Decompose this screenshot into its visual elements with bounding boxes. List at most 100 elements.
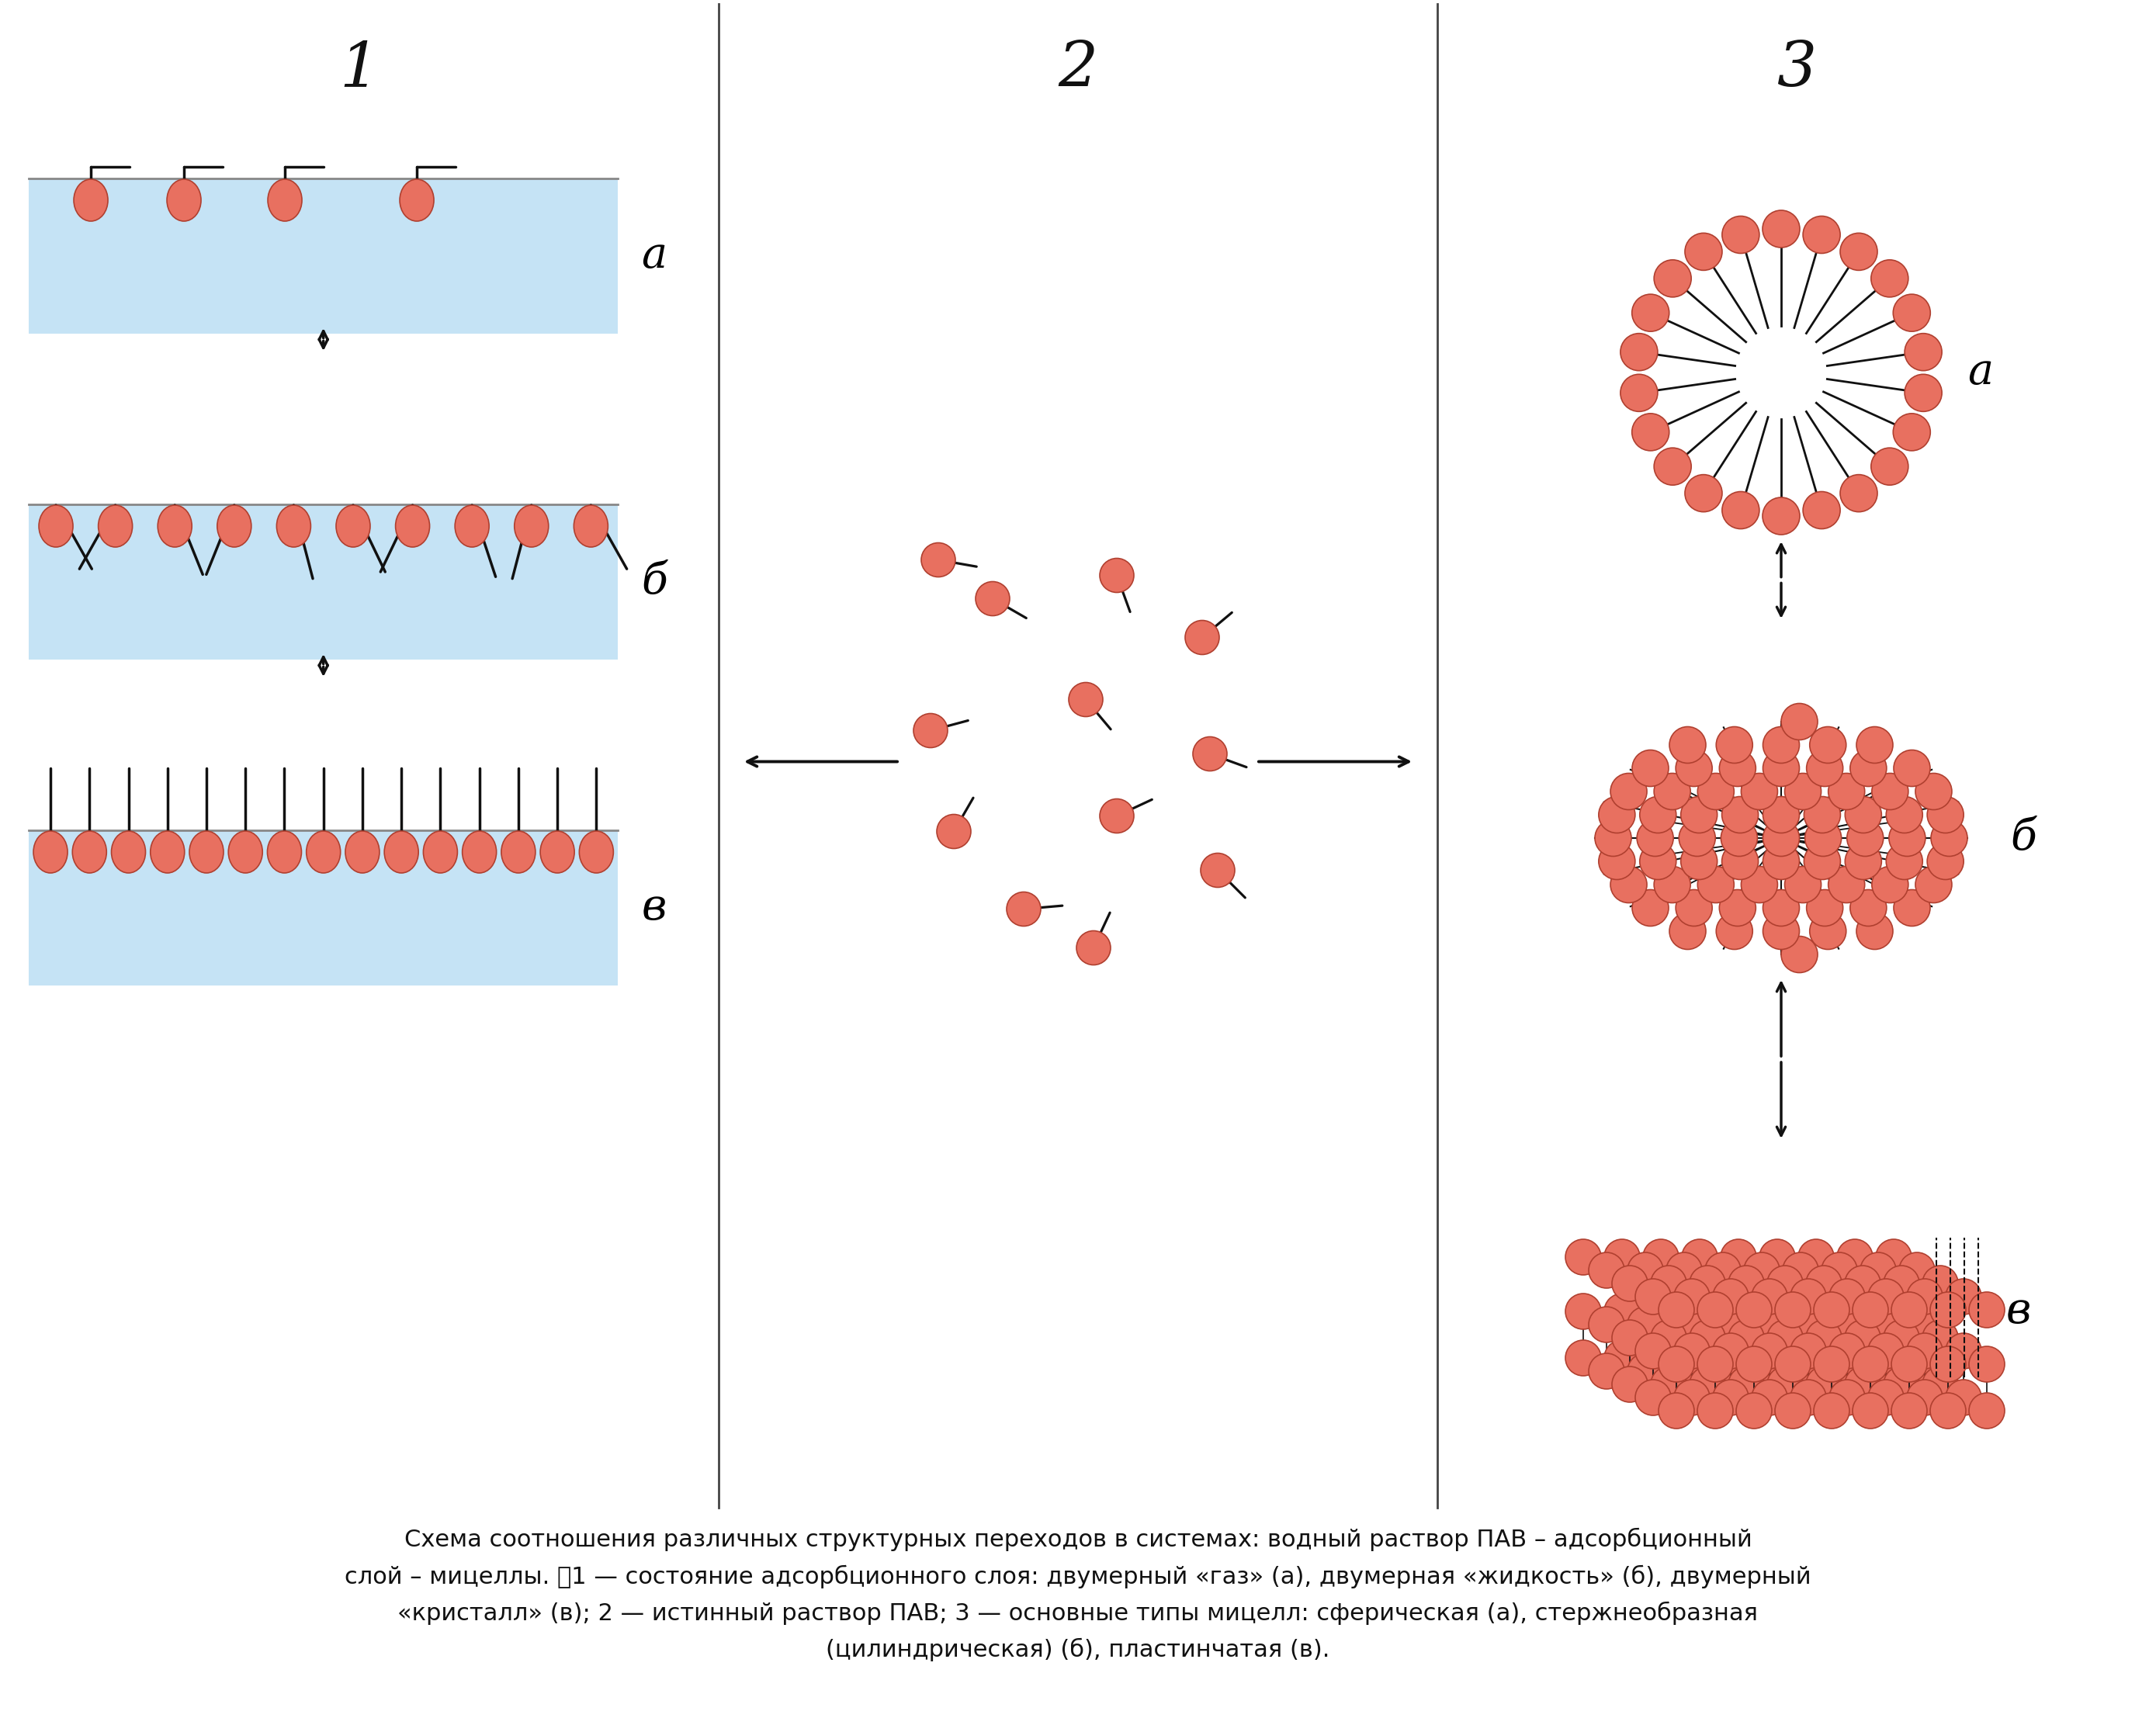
Circle shape [1604,1340,1641,1377]
Circle shape [1899,1252,1934,1289]
Circle shape [1720,1294,1757,1330]
Circle shape [1654,448,1690,485]
Circle shape [1682,1239,1718,1275]
Circle shape [1598,797,1634,833]
Circle shape [1871,448,1908,485]
Ellipse shape [573,505,608,547]
Circle shape [1968,1292,2005,1328]
Circle shape [1876,1294,1912,1330]
Circle shape [1682,1340,1718,1377]
Circle shape [1923,1266,1958,1301]
Circle shape [1634,1333,1671,1370]
Circle shape [1871,866,1908,902]
Circle shape [1651,1320,1686,1356]
Circle shape [1632,414,1669,450]
Ellipse shape [384,831,418,873]
Circle shape [1884,1266,1919,1301]
Circle shape [1809,726,1846,762]
Circle shape [1807,890,1843,926]
Ellipse shape [267,831,302,873]
Circle shape [1589,1354,1623,1389]
Text: a: a [640,235,666,278]
Circle shape [1837,1294,1874,1330]
Circle shape [1871,773,1908,809]
Ellipse shape [461,831,496,873]
Ellipse shape [580,831,614,873]
Circle shape [1805,797,1841,833]
Circle shape [1736,1346,1772,1382]
Circle shape [1100,799,1134,833]
Circle shape [1690,1320,1725,1356]
Circle shape [1813,1292,1850,1328]
Ellipse shape [151,831,185,873]
Circle shape [1632,750,1669,787]
Circle shape [1723,492,1759,530]
Circle shape [1822,1354,1856,1389]
Circle shape [1718,890,1755,926]
Circle shape [1807,1320,1841,1356]
Circle shape [1891,1292,1927,1328]
Circle shape [1850,750,1886,787]
Circle shape [1822,1252,1856,1289]
Circle shape [1565,1340,1602,1377]
Circle shape [1781,704,1818,740]
Text: 2: 2 [1059,38,1097,98]
Circle shape [1768,1266,1802,1301]
Circle shape [1613,1320,1647,1356]
Text: б: б [2009,818,2037,859]
Circle shape [1861,1354,1895,1389]
Circle shape [1889,819,1925,856]
Circle shape [1744,1308,1779,1342]
Circle shape [1634,1380,1671,1416]
Ellipse shape [423,831,457,873]
Circle shape [1768,1320,1802,1356]
Circle shape [1805,819,1841,856]
Circle shape [1690,1366,1725,1402]
Circle shape [1673,1278,1710,1314]
Ellipse shape [73,179,108,221]
Circle shape [1789,1333,1826,1370]
Circle shape [1761,497,1800,535]
Circle shape [1930,1346,1966,1382]
Circle shape [1729,1320,1764,1356]
Circle shape [1899,1308,1934,1342]
Circle shape [1736,1292,1772,1328]
Circle shape [1723,844,1759,880]
Circle shape [1682,844,1716,880]
Circle shape [1751,1278,1787,1314]
Text: Схема соотношения различных структурных переходов в системах: водный раствор ПАВ: Схема соотношения различных структурных … [345,1528,1811,1661]
Ellipse shape [32,831,67,873]
Ellipse shape [345,831,379,873]
Circle shape [1813,1346,1850,1382]
Circle shape [921,543,955,576]
Circle shape [1764,913,1800,949]
Circle shape [1759,1340,1796,1377]
Circle shape [1891,1346,1927,1382]
Circle shape [1628,1308,1662,1342]
Circle shape [1007,892,1041,926]
Circle shape [1802,492,1841,530]
Circle shape [1839,233,1878,271]
Circle shape [1641,844,1675,880]
Circle shape [1697,1346,1733,1382]
Circle shape [1611,773,1647,809]
Circle shape [1861,1252,1895,1289]
Circle shape [1712,1278,1749,1314]
Circle shape [1720,819,1757,856]
Circle shape [1871,260,1908,297]
Circle shape [1667,1252,1701,1289]
Circle shape [1764,890,1800,926]
Text: 1: 1 [338,38,379,98]
Ellipse shape [73,831,106,873]
Circle shape [1604,1239,1641,1275]
Circle shape [1632,890,1669,926]
Circle shape [1716,913,1753,949]
Text: в: в [640,887,666,930]
Circle shape [1906,1333,1943,1370]
Circle shape [1852,1392,1889,1428]
Ellipse shape [267,179,302,221]
Circle shape [1720,1340,1757,1377]
Circle shape [1893,750,1930,787]
Circle shape [1643,1294,1680,1330]
Circle shape [1828,1278,1865,1314]
